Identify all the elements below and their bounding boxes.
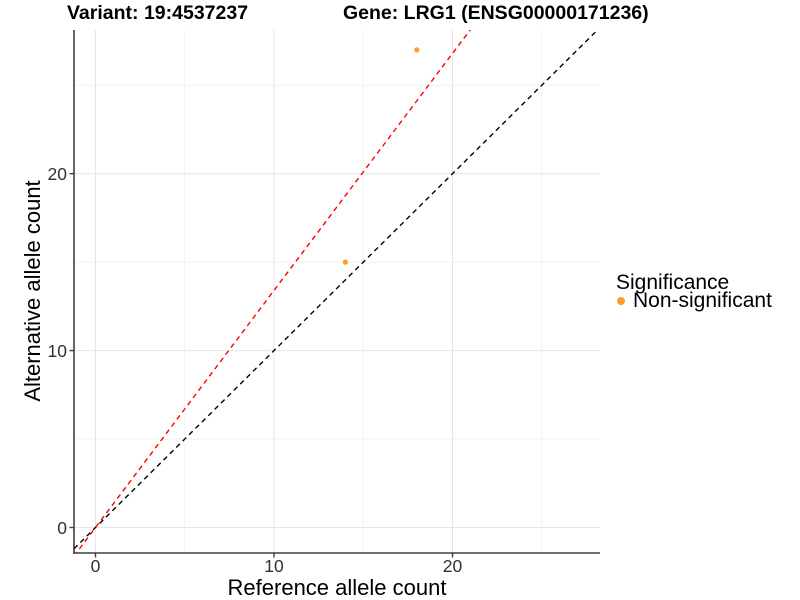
alt-ref-ratio-dashed-line	[75, 30, 472, 553]
variant-title: Variant: 19:4537237	[67, 2, 249, 24]
y-axis-label: Alternative allele count	[20, 180, 45, 402]
legend-title: Significance	[616, 271, 730, 294]
data-point	[414, 47, 420, 53]
y-tick-label: 10	[47, 340, 67, 361]
x-axis-label: Reference allele count	[227, 575, 447, 600]
x-tick-label: 20	[442, 556, 463, 576]
identity-dashed-line	[74, 30, 599, 550]
gene-title: Gene: LRG1 (ENSG00000171236)	[343, 2, 649, 24]
x-tick-label: 10	[264, 556, 284, 576]
data-point	[342, 259, 348, 265]
legend-item-label: Non-significant	[633, 289, 772, 312]
x-tick-label: 0	[90, 556, 101, 576]
legend-point-icon	[617, 297, 625, 305]
y-tick-label: 20	[47, 163, 67, 184]
legend-item-non-significant: Non-significant	[617, 289, 772, 313]
y-tick-label: 0	[57, 517, 67, 538]
